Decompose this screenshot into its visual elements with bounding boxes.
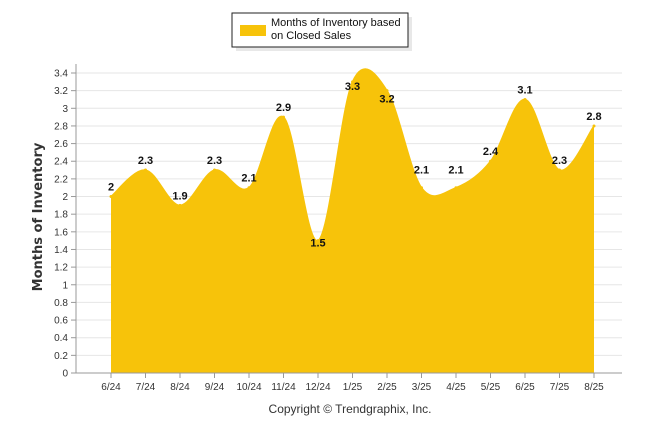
x-tick-label-8/25: 8/25 [584,382,604,393]
legend-label-line1: Months of Inventory based [271,17,401,29]
y-tick-label-16: 3.2 [54,86,68,97]
data-label-8/25: 2.8 [586,111,601,123]
data-point-9/24 [213,168,216,172]
data-point-5/25 [489,159,492,163]
data-point-3/25 [420,186,423,190]
y-tick-label-3: 0.6 [54,316,68,327]
legend-swatch [240,25,266,36]
data-label-11/24: 2.9 [276,102,291,114]
x-tick-label-12/24: 12/24 [305,382,330,393]
data-point-10/24 [247,186,251,190]
data-label-12/24: 1.5 [310,238,325,250]
y-tick-label-17: 3.4 [54,69,68,80]
x-tick-label-3/25: 3/25 [412,382,432,393]
area-fill [111,68,594,373]
data-label-10/24: 2.1 [241,173,256,185]
data-label-6/24: 2 [108,182,114,194]
copyright-footer: Copyright © Trendgraphix, Inc. [269,402,432,416]
data-label-9/24: 2.3 [207,155,222,167]
data-label-4/25: 2.1 [448,165,463,177]
x-tick-label-11/24: 11/24 [271,382,296,393]
y-tick-label-13: 2.6 [54,139,68,150]
y-tick-label-7: 1.4 [54,245,68,256]
y-tick-label-4: 0.8 [54,298,68,309]
data-label-7/24: 2.3 [138,155,153,167]
data-point-12/24 [316,239,320,243]
y-tick-label-6: 1.2 [54,263,68,274]
data-label-2/25: 3.2 [379,94,394,106]
data-label-3/25: 2.1 [414,165,429,177]
data-point-8/24 [178,203,182,207]
data-point-1/25 [351,80,354,84]
y-tick-label-0: 0 [62,369,68,380]
x-tick-label-7/24: 7/24 [136,382,156,393]
area-series [109,68,596,373]
y-tick-label-5: 1 [62,280,68,291]
y-tick-label-14: 2.8 [54,121,68,132]
y-tick-label-15: 3 [62,104,68,115]
y-tick-labels: 0 0.2 0.4 0.6 0.8 1 1.2 1.4 1.6 1.8 2 2.2 2.4 2.6 2.8 3… [54,69,76,380]
data-label-1/25: 3.3 [345,81,360,93]
data-labels: 2 2.3 1.9 2.3 2.1 2.9 1.5 3.3 3.2 2.1 2.1 2.4 3.1 2.3… [108,81,602,250]
y-axis-title: Months of Inventory [31,142,46,291]
data-point-7/25 [558,168,561,172]
y-tick-label-10: 2 [62,192,68,203]
x-tick-label-6/25: 6/25 [515,382,535,393]
x-tick-label-6/24: 6/24 [101,382,121,393]
y-tick-label-9: 1.8 [54,210,68,221]
x-tick-label-10/24: 10/24 [236,382,261,393]
data-point-6/24 [109,195,113,199]
x-tick-label-2/25: 2/25 [377,382,397,393]
x-tick-label-4/25: 4/25 [446,382,466,393]
x-tick-label-8/24: 8/24 [170,382,190,393]
data-label-6/25: 3.1 [517,84,532,96]
x-tick-labels: 6/24 7/24 8/24 9/24 10/24 11/24 12/24 1/25 2/25 3… [101,373,604,393]
data-point-11/24 [282,115,285,119]
legend: Months of Inventory based on Closed Sale… [231,12,412,51]
y-tick-label-11: 2.2 [54,174,68,185]
y-tick-label-8: 1.6 [54,227,68,238]
x-tick-label-9/24: 9/24 [205,382,225,393]
area-line [110,68,595,242]
axes [75,64,622,374]
data-point-6/25 [523,97,527,101]
data-point-7/24 [144,168,147,172]
data-point-4/25 [454,186,458,190]
x-tick-label-7/25: 7/25 [550,382,570,393]
data-point-8/25 [592,124,596,128]
x-tick-label-5/25: 5/25 [481,382,501,393]
y-tick-label-2: 0.4 [54,333,68,344]
y-tick-label-12: 2.4 [54,157,68,168]
data-label-5/25: 2.4 [483,146,499,158]
legend-label-line2: on Closed Sales [271,30,352,42]
data-label-7/25: 2.3 [552,155,567,167]
data-label-8/24: 1.9 [172,190,187,202]
y-tick-label-1: 0.2 [54,351,68,362]
data-point-2/25 [385,89,389,93]
x-tick-label-1/25: 1/25 [343,382,363,393]
